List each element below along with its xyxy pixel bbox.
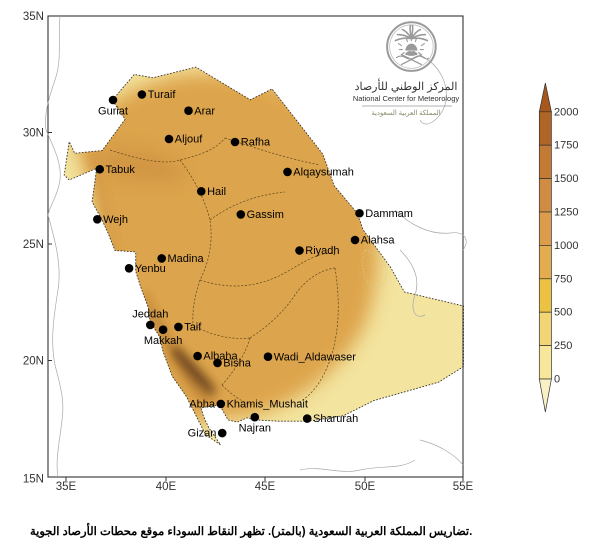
svg-text:35E: 35E	[56, 481, 77, 493]
svg-text:Madina: Madina	[168, 253, 205, 265]
svg-text:Aljouf: Aljouf	[175, 134, 203, 146]
svg-text:15N: 15N	[23, 474, 44, 486]
svg-text:Riyadh: Riyadh	[305, 245, 339, 257]
svg-text:30N: 30N	[23, 128, 44, 140]
svg-text:500: 500	[554, 307, 572, 319]
svg-text:Gizan: Gizan	[188, 428, 217, 440]
svg-text:Turaif: Turaif	[148, 89, 177, 101]
svg-text:1000: 1000	[554, 240, 578, 252]
svg-text:0: 0	[554, 374, 560, 386]
svg-text:Alahsa: Alahsa	[361, 235, 396, 247]
svg-text:Gassim: Gassim	[247, 209, 284, 221]
svg-text:Tabuk: Tabuk	[106, 164, 136, 176]
svg-text:Bisha: Bisha	[223, 358, 251, 370]
svg-text:Khamis_Mushait: Khamis_Mushait	[227, 399, 308, 411]
svg-text:Guriat: Guriat	[98, 105, 128, 117]
svg-text:250: 250	[554, 340, 572, 352]
svg-text:Alqaysumah: Alqaysumah	[293, 167, 354, 179]
svg-text:55E: 55E	[453, 481, 474, 493]
svg-text:Jeddah: Jeddah	[132, 309, 168, 321]
svg-text:Abha: Abha	[189, 399, 216, 411]
svg-text:1750: 1750	[554, 140, 578, 152]
svg-text:2000: 2000	[554, 106, 578, 118]
svg-text:45E: 45E	[255, 481, 276, 493]
svg-text:1500: 1500	[554, 173, 578, 185]
svg-text:Sharurah: Sharurah	[313, 413, 358, 425]
svg-text:20N: 20N	[23, 356, 44, 368]
svg-text:المملكة العربية السعودية: المملكة العربية السعودية	[371, 109, 440, 117]
svg-text:Hail: Hail	[207, 186, 226, 198]
svg-text:Dammam: Dammam	[365, 208, 413, 220]
svg-text:50E: 50E	[355, 481, 376, 493]
svg-text:1250: 1250	[554, 207, 578, 219]
svg-text:Rafha: Rafha	[241, 137, 271, 149]
svg-text:25N: 25N	[23, 239, 44, 251]
svg-text:National Center for Meteorolog: National Center for Meteorology	[353, 94, 460, 103]
svg-text:35N: 35N	[23, 11, 44, 23]
svg-text:Wejh: Wejh	[103, 214, 128, 226]
svg-text:Najran: Najran	[239, 423, 271, 435]
svg-text:Makkah: Makkah	[144, 335, 183, 347]
svg-text:Arar: Arar	[194, 105, 215, 117]
svg-text:40E: 40E	[156, 481, 177, 493]
svg-text:Yenbu: Yenbu	[135, 263, 166, 275]
svg-text:Taif: Taif	[184, 322, 202, 334]
svg-text:750: 750	[554, 273, 572, 285]
svg-text:Wadi_Aldawaser: Wadi_Aldawaser	[274, 351, 356, 363]
svg-text:المركز الوطني للأرصاد: المركز الوطني للأرصاد	[355, 79, 458, 93]
